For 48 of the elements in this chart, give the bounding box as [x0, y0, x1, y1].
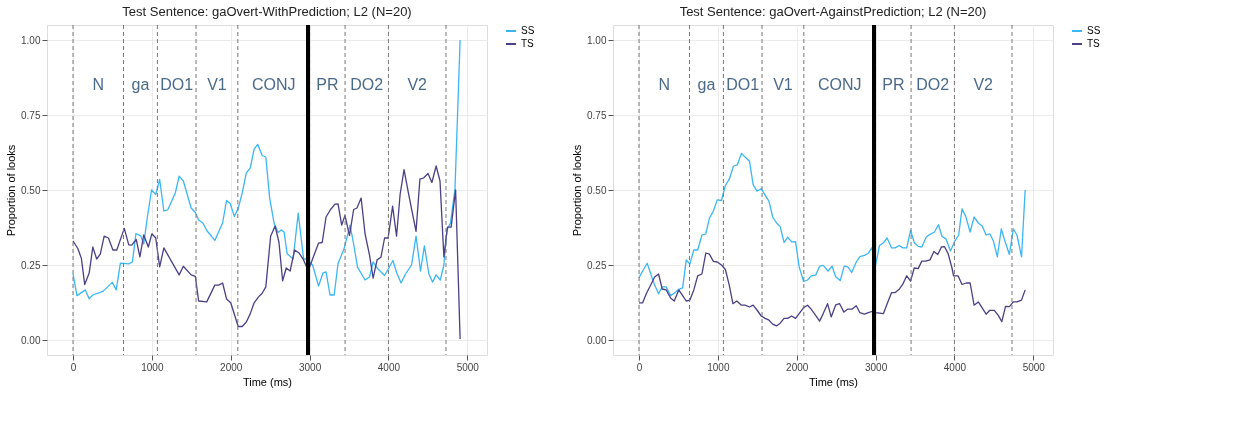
x-tick-label: 4000	[943, 361, 967, 373]
annotation: DO2	[350, 76, 384, 93]
annotation: ga	[697, 76, 716, 93]
annotation: DO1	[726, 76, 760, 93]
annotation: V1	[773, 76, 793, 93]
x-axis-title: Time (ms)	[242, 375, 293, 388]
annotation: V2	[973, 76, 994, 93]
x-tick-label: 4000	[377, 361, 401, 373]
x-tick-label: 3000	[298, 361, 322, 373]
annotation: CONJ	[251, 76, 296, 93]
x-tick-label: 5000	[1022, 361, 1046, 373]
y-axis-title: Proportion of looks	[5, 144, 18, 237]
y-tick-label: 1.00	[587, 34, 607, 46]
y-tick-label: 0.25	[587, 259, 607, 271]
annotation: N	[658, 76, 671, 93]
annotation: CONJ	[817, 76, 862, 93]
y-tick-label: 1.00	[21, 34, 41, 46]
x-tick-label: 2000	[786, 361, 809, 373]
annotation: ga	[131, 76, 150, 93]
y-tick-label: 0.75	[587, 109, 607, 121]
y-tick-label: 0.25	[21, 259, 41, 271]
x-axis-title: Time (ms)	[808, 375, 859, 388]
y-tick-label: 0.50	[21, 184, 41, 196]
y-tick-label: 0.50	[587, 184, 607, 196]
y-axis-title: Proportion of looks	[571, 144, 584, 237]
annotation: V2	[407, 76, 428, 93]
annotation: N	[92, 76, 105, 93]
y-tick-label: 0.00	[587, 334, 607, 346]
legend-label: SS	[1087, 25, 1101, 36]
x-tick-label: 0	[636, 361, 643, 373]
chart-title: Test Sentence: gaOvert-AgainstPrediction; L2 (N=20)	[679, 4, 987, 19]
x-tick-label: 2000	[220, 361, 243, 373]
chart-title: Test Sentence: gaOvert-WithPrediction; L2 (N=20)	[122, 4, 412, 19]
x-tick-label: 1000	[707, 361, 730, 373]
annotation: PR	[316, 76, 339, 93]
y-tick-label: 0.00	[21, 334, 41, 346]
annotation: V1	[207, 76, 227, 93]
annotation: PR	[882, 76, 905, 93]
x-tick-label: 5000	[456, 361, 480, 373]
x-tick-label: 1000	[141, 361, 164, 373]
x-tick-label: 3000	[864, 361, 888, 373]
legend-label: SS	[521, 25, 535, 36]
legend-label: TS	[1087, 38, 1101, 49]
x-tick-label: 0	[70, 361, 77, 373]
annotation: DO1	[160, 76, 194, 93]
annotation: DO2	[916, 76, 950, 93]
y-tick-label: 0.75	[21, 109, 41, 121]
legend-label: TS	[521, 38, 535, 49]
